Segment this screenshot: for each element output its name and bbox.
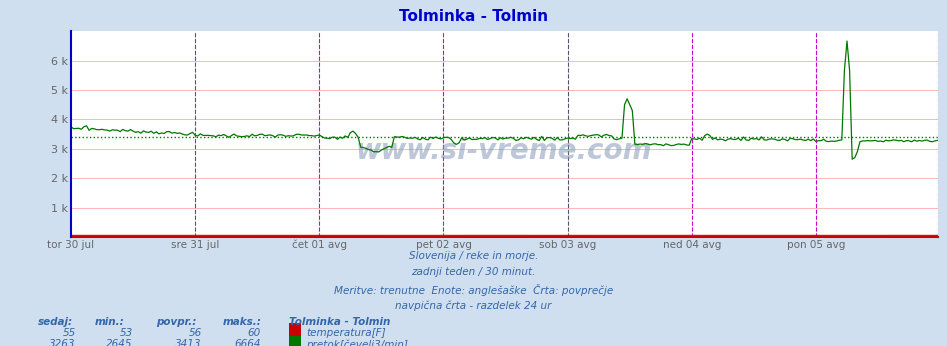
Text: maks.:: maks.:: [223, 317, 261, 327]
Text: sedaj:: sedaj:: [38, 317, 73, 327]
Text: 56: 56: [188, 328, 202, 338]
Text: www.si-vreme.com: www.si-vreme.com: [356, 137, 652, 165]
Text: 3413: 3413: [175, 339, 202, 346]
Text: 2645: 2645: [106, 339, 133, 346]
Text: Tolminka - Tolmin: Tolminka - Tolmin: [399, 9, 548, 24]
Text: Slovenija / reke in morje.: Slovenija / reke in morje.: [409, 251, 538, 261]
Text: pretok[čevelj3/min]: pretok[čevelj3/min]: [306, 339, 408, 346]
Text: zadnji teden / 30 minut.: zadnji teden / 30 minut.: [411, 267, 536, 277]
Text: 53: 53: [119, 328, 133, 338]
Text: Meritve: trenutne  Enote: anglešaške  Črta: povprečje: Meritve: trenutne Enote: anglešaške Črta…: [334, 284, 613, 296]
Text: navpična črta - razdelek 24 ur: navpična črta - razdelek 24 ur: [395, 301, 552, 311]
Text: 3263: 3263: [49, 339, 76, 346]
Text: Tolminka - Tolmin: Tolminka - Tolmin: [289, 317, 390, 327]
Text: povpr.:: povpr.:: [156, 317, 197, 327]
Text: min.:: min.:: [95, 317, 124, 327]
Text: 60: 60: [247, 328, 260, 338]
Text: temperatura[F]: temperatura[F]: [306, 328, 385, 338]
Text: 6664: 6664: [234, 339, 260, 346]
Text: 55: 55: [63, 328, 76, 338]
